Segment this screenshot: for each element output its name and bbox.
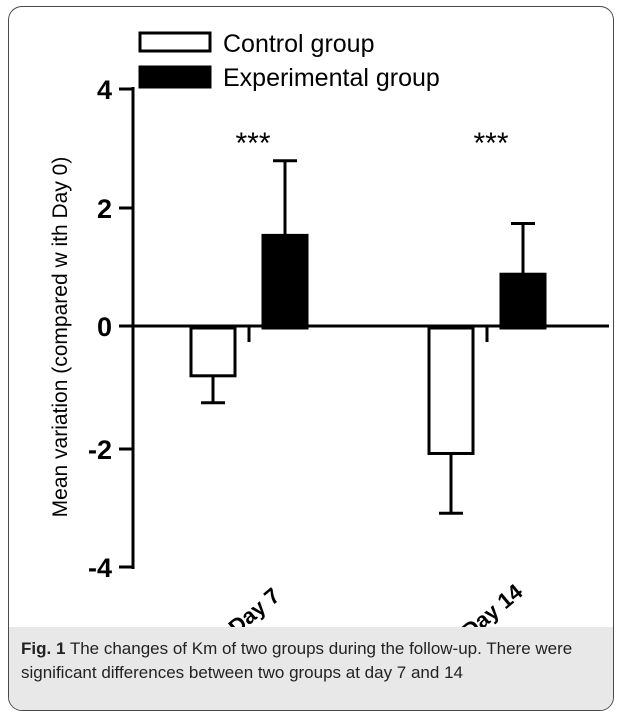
figure-caption: Fig. 1 The changes of Km of two groups d… — [9, 627, 613, 710]
y-tick-label: 2 — [97, 194, 112, 224]
y-axis-label: Mean variation (compared w ith Day 0) — [49, 157, 72, 518]
x-category-label-day7: Day 7 — [224, 583, 285, 627]
figure-frame: Control group Experimental group Mean va… — [8, 6, 614, 711]
bar-experimental-day14 — [499, 272, 547, 330]
y-tick-label: -4 — [88, 553, 112, 583]
bar-control-day7 — [189, 326, 237, 378]
caption-text: The changes of Km of two groups during t… — [21, 639, 573, 682]
significance-label-day7: *** — [235, 127, 270, 160]
legend-swatch-experimental — [138, 65, 212, 89]
legend-label-control: Control group — [223, 30, 374, 58]
x-category-label-day14: Day 14 — [457, 578, 528, 627]
bars — [189, 159, 547, 515]
significance-label-day14: *** — [473, 127, 508, 160]
caption-label: Fig. 1 — [21, 639, 66, 658]
legend-label-experimental: Experimental group — [223, 64, 440, 92]
bar-experimental-day7 — [261, 233, 309, 330]
bar-chart: Control group Experimental group Mean va… — [49, 30, 609, 627]
y-tick-label: -2 — [88, 435, 112, 465]
legend-swatch-control — [138, 31, 212, 53]
legend: Control group Experimental group — [138, 30, 440, 92]
bar-control-day14 — [427, 326, 475, 455]
y-tick-label: 4 — [97, 75, 112, 105]
y-tick-label: 0 — [97, 312, 112, 342]
y-ticks: 4 2 0 -2 -4 — [88, 75, 133, 583]
